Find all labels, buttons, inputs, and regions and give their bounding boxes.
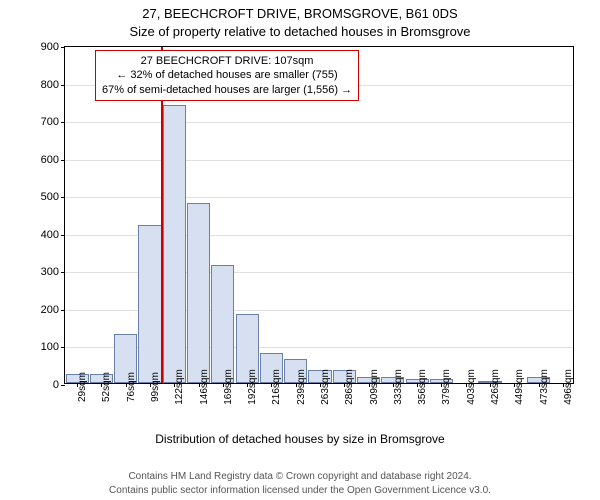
- x-tick-label: 426sqm: [490, 369, 501, 405]
- x-tick-label: 122sqm: [174, 369, 185, 405]
- x-tick-label: 192sqm: [247, 369, 258, 405]
- y-tick-label: 900: [41, 41, 59, 53]
- x-axis-label: Distribution of detached houses by size …: [0, 432, 600, 446]
- x-tick-label: 403sqm: [466, 369, 477, 405]
- histogram-bar: [163, 105, 186, 383]
- x-tick-label: 496sqm: [563, 369, 574, 405]
- x-tick-label: 473sqm: [539, 369, 550, 405]
- y-tick-label: 400: [41, 229, 59, 241]
- x-tick-label: 379sqm: [441, 369, 452, 405]
- footer-line-1: Contains HM Land Registry data © Crown c…: [0, 471, 600, 482]
- y-tick-mark: [61, 160, 65, 161]
- y-tick-mark: [61, 197, 65, 198]
- y-tick-mark: [61, 272, 65, 273]
- y-tick-mark: [61, 47, 65, 48]
- y-tick-label: 0: [53, 379, 59, 391]
- y-tick-label: 200: [41, 304, 59, 316]
- y-tick-label: 700: [41, 116, 59, 128]
- chart-title: Size of property relative to detached ho…: [0, 24, 600, 39]
- gridline: [65, 122, 573, 123]
- x-tick-label: 169sqm: [223, 369, 234, 405]
- x-tick-label: 333sqm: [393, 369, 404, 405]
- y-tick-mark: [61, 235, 65, 236]
- histogram-bar: [138, 225, 161, 383]
- annotation-box: 27 BEECHCROFT DRIVE: 107sqm← 32% of deta…: [95, 50, 359, 101]
- chart-supertitle: 27, BEECHCROFT DRIVE, BROMSGROVE, B61 0D…: [0, 6, 600, 21]
- x-tick-label: 356sqm: [417, 369, 428, 405]
- y-tick-mark: [61, 347, 65, 348]
- x-tick-label: 146sqm: [199, 369, 210, 405]
- annotation-line: 27 BEECHCROFT DRIVE: 107sqm: [102, 54, 352, 68]
- x-tick-label: 239sqm: [296, 369, 307, 405]
- histogram-bar: [187, 203, 210, 383]
- y-tick-label: 100: [41, 341, 59, 353]
- x-tick-label: 52sqm: [101, 372, 112, 402]
- y-tick-mark: [61, 85, 65, 86]
- y-tick-mark: [61, 310, 65, 311]
- histogram-bar: [211, 265, 234, 383]
- y-tick-label: 500: [41, 191, 59, 203]
- y-tick-label: 800: [41, 79, 59, 91]
- gridline: [65, 197, 573, 198]
- annotation-line: 67% of semi-detached houses are larger (…: [102, 83, 352, 97]
- x-tick-label: 263sqm: [320, 369, 331, 405]
- footer-line-2: Contains public sector information licen…: [0, 485, 600, 496]
- gridline: [65, 160, 573, 161]
- x-tick-label: 449sqm: [514, 369, 525, 405]
- x-tick-label: 76sqm: [126, 372, 137, 402]
- y-tick-label: 600: [41, 154, 59, 166]
- x-tick-label: 99sqm: [150, 372, 161, 402]
- x-tick-label: 216sqm: [271, 369, 282, 405]
- x-tick-label: 29sqm: [77, 372, 88, 402]
- annotation-line: ← 32% of detached houses are smaller (75…: [102, 68, 352, 82]
- x-tick-label: 309sqm: [369, 369, 380, 405]
- x-tick-label: 286sqm: [344, 369, 355, 405]
- y-tick-label: 300: [41, 266, 59, 278]
- y-tick-mark: [61, 122, 65, 123]
- y-tick-mark: [61, 385, 65, 386]
